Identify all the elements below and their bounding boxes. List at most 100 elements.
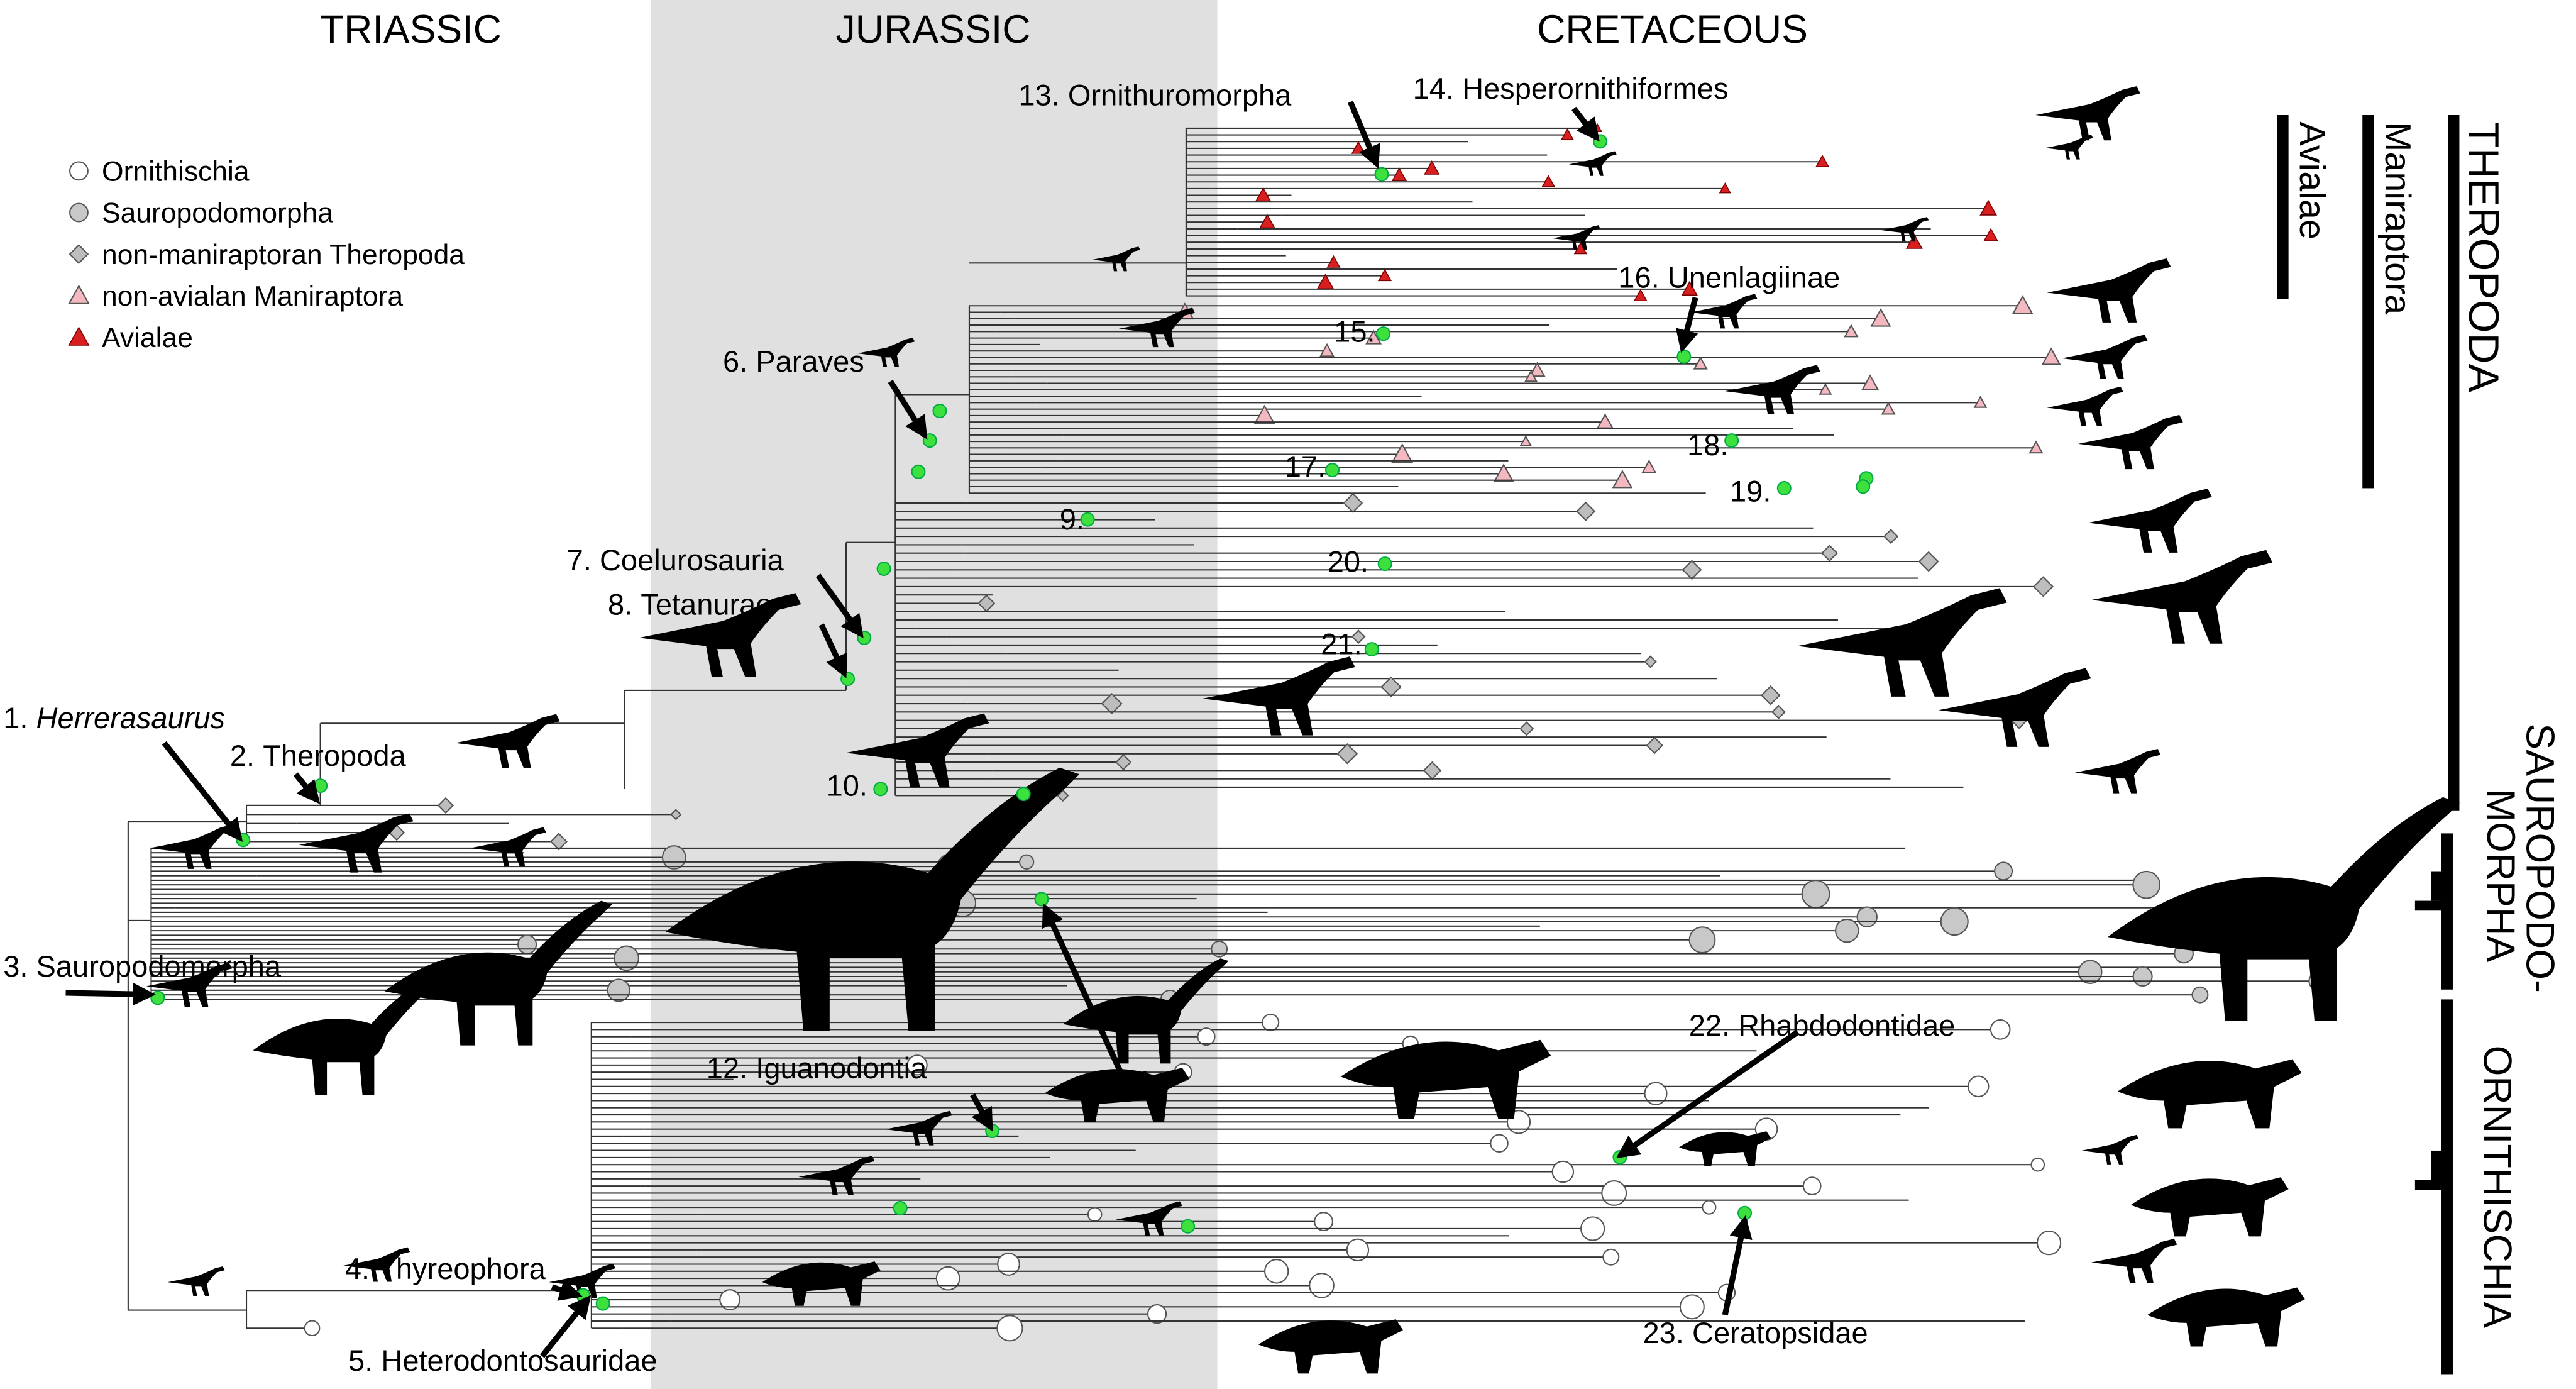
clade-number: 10. <box>827 768 867 802</box>
tip-sauropodomorpha <box>1801 879 1830 909</box>
silhouette <box>2061 335 2148 379</box>
tip-theropod <box>1115 753 1132 771</box>
silhouette <box>1092 246 1140 272</box>
clade-label: 11. <box>1122 1065 1161 1098</box>
tip-ornithischia <box>1967 1075 1990 1098</box>
clade-node <box>922 433 937 448</box>
tip-theropod <box>1821 545 1838 562</box>
tip-ornithischia <box>997 1253 1020 1276</box>
silhouette <box>845 713 989 788</box>
clade-number: 3. <box>3 949 28 983</box>
clade-node <box>1325 463 1340 478</box>
arrow <box>551 1278 583 1301</box>
tip-ornithischia <box>1197 1027 1216 1046</box>
silhouette <box>299 813 414 873</box>
silhouette <box>1568 151 1617 176</box>
tip-avialan <box>1815 154 1830 167</box>
tip-theropod <box>2032 576 2054 597</box>
clade-node <box>1364 642 1379 657</box>
tip-avialan <box>1316 274 1335 290</box>
clade-bar <box>2441 833 2453 990</box>
tip-ornithischia <box>906 1054 928 1076</box>
clade-number: 17. <box>1285 450 1326 483</box>
silhouette <box>1679 1131 1771 1166</box>
clade-label: 3. Sauropodomorpha <box>3 949 282 983</box>
tip-avialan <box>1255 187 1272 202</box>
tip-theropod <box>1336 743 1358 765</box>
arrow <box>1616 1029 1799 1158</box>
tip-theropod <box>1682 560 1702 580</box>
clade-node <box>893 1200 908 1215</box>
tip-theropod <box>1771 704 1786 719</box>
tip-maniraptoran <box>1861 374 1880 390</box>
clade-label: 1. Herrerasaurus <box>3 701 225 734</box>
tip-sauropodomorpha <box>69 202 89 223</box>
clade-node <box>876 562 891 577</box>
tip-avialan <box>1259 214 1275 229</box>
clade-label: 16. Unenlagiinae <box>1618 260 1840 294</box>
arrow <box>1675 297 1698 353</box>
legend-label: non-avialan Maniraptora <box>102 281 403 312</box>
clade-label: 10. <box>827 768 867 802</box>
tip-maniraptoran <box>2041 347 2061 365</box>
tip-ornithischia <box>1087 1207 1103 1222</box>
clade-name: Paraves <box>756 345 864 378</box>
tip-avialan <box>1560 128 1574 140</box>
arrow <box>539 1295 592 1358</box>
silhouette <box>470 827 546 867</box>
tip-maniraptoran <box>1973 396 1988 408</box>
tip-maniraptoran <box>1881 401 1896 415</box>
tip-maniraptoran <box>1612 469 1633 489</box>
tip-theropod <box>1423 761 1442 780</box>
clade-node <box>1377 556 1392 572</box>
clade-node <box>911 464 926 479</box>
clade-number: 18. <box>1687 428 1728 462</box>
tip-ornithischia <box>996 1315 1023 1342</box>
arrow <box>1722 1215 1753 1316</box>
clade-label: 13. Ornithuromorpha <box>1018 78 1292 111</box>
tip-avialan <box>1391 167 1407 181</box>
clade-label: 17. <box>1285 450 1326 483</box>
clade-number: 22. <box>1689 1009 1730 1042</box>
clade-label: 23. Ceratopsidae <box>1643 1316 1868 1349</box>
clade-label: 8. Tetanurae <box>608 588 772 621</box>
silhouettes <box>146 86 2460 1374</box>
clade-bar <box>2448 114 2460 811</box>
silhouette <box>1115 1201 1182 1236</box>
tip-sauropodomorpha <box>1994 861 2013 881</box>
period-label: CRETACEOUS <box>1537 8 1808 52</box>
clade-name: Rhabdodontidae <box>1738 1009 1955 1042</box>
silhouette <box>2078 414 2183 470</box>
tip-ornithischia <box>1990 1019 2011 1040</box>
tip-ornithischia <box>1702 1200 1717 1215</box>
tip-maniraptoran <box>1529 362 1546 377</box>
clade-node <box>1737 1205 1753 1220</box>
clade-bar-label: Maniraptora <box>2377 121 2418 314</box>
arrow <box>970 1093 993 1132</box>
clade-node <box>1016 787 1031 802</box>
tip-theropod <box>1343 493 1363 513</box>
tip-avialan <box>1979 199 1997 216</box>
tip-avialan <box>1983 228 1998 241</box>
clade-bar-tick <box>2431 871 2441 901</box>
silhouette <box>1062 958 1229 1064</box>
clade-node <box>1376 326 1391 341</box>
tip-ornithischia <box>1602 1248 1620 1266</box>
tip-theropod <box>1519 721 1534 736</box>
silhouette <box>2081 1134 2139 1165</box>
arrow <box>1571 106 1600 142</box>
silhouette <box>167 1266 225 1297</box>
tip-maniraptoran <box>1870 307 1891 327</box>
tip-sauropodomorpha <box>2191 986 2209 1004</box>
tip-ornithischia <box>69 161 89 181</box>
silhouette <box>2047 258 2171 323</box>
silhouette <box>149 824 236 869</box>
silhouette <box>1725 365 1820 414</box>
clade-number: 7. <box>567 543 592 577</box>
clade-node <box>1034 892 1049 907</box>
tip-maniraptoran <box>1524 370 1538 382</box>
arrow <box>1348 101 1380 169</box>
silhouette <box>1881 217 1929 242</box>
tip-sauropodomorpha <box>1688 926 1716 954</box>
tip-ornithischia <box>1802 1176 1822 1195</box>
